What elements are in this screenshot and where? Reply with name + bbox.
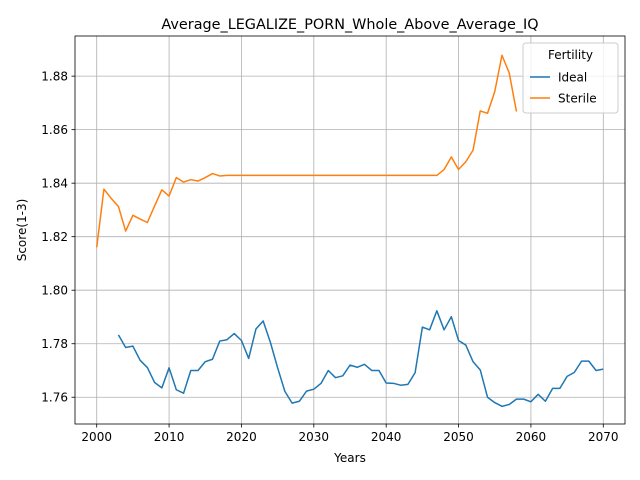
x-tick-label: 2040 (371, 430, 402, 444)
x-tick-label: 2070 (588, 430, 619, 444)
y-tick-label: 1.86 (41, 123, 68, 137)
x-tick-label: 2050 (443, 430, 474, 444)
x-tick-label: 2010 (154, 430, 185, 444)
legend-label-ideal: Ideal (558, 70, 587, 84)
series-line-ideal (117, 310, 604, 408)
y-tick-label: 1.88 (41, 69, 68, 83)
x-tick-label: 2030 (299, 430, 330, 444)
legend-entries: Ideal Sterile (530, 70, 597, 105)
series-lines (95, 54, 604, 408)
series-line-sterile (95, 54, 518, 248)
y-axis-label: Score(1-3) (15, 199, 29, 262)
chart-title: Average_LEGALIZE_PORN_Whole_Above_Averag… (161, 17, 538, 33)
legend-label-sterile: Sterile (558, 91, 597, 105)
legend-box (522, 42, 619, 114)
axis-ticks: 2000 2010 2020 2030 2040 2050 2060 2070 1.76 1.78… (41, 69, 618, 444)
legend: Fertility Ideal Sterile (522, 42, 619, 114)
x-tick-label: 2000 (81, 430, 112, 444)
y-tick-label: 1.78 (41, 337, 68, 351)
x-axis-label: Years (333, 451, 366, 465)
y-tick-label: 1.84 (41, 176, 68, 190)
y-tick-label: 1.76 (41, 391, 68, 405)
plot-frame (74, 35, 626, 425)
legend-title: Fertility (548, 48, 593, 62)
x-tick-label: 2020 (226, 430, 257, 444)
y-tick-label: 1.80 (41, 284, 68, 298)
y-tick-label: 1.82 (41, 230, 68, 244)
x-tick-label: 2060 (516, 430, 547, 444)
